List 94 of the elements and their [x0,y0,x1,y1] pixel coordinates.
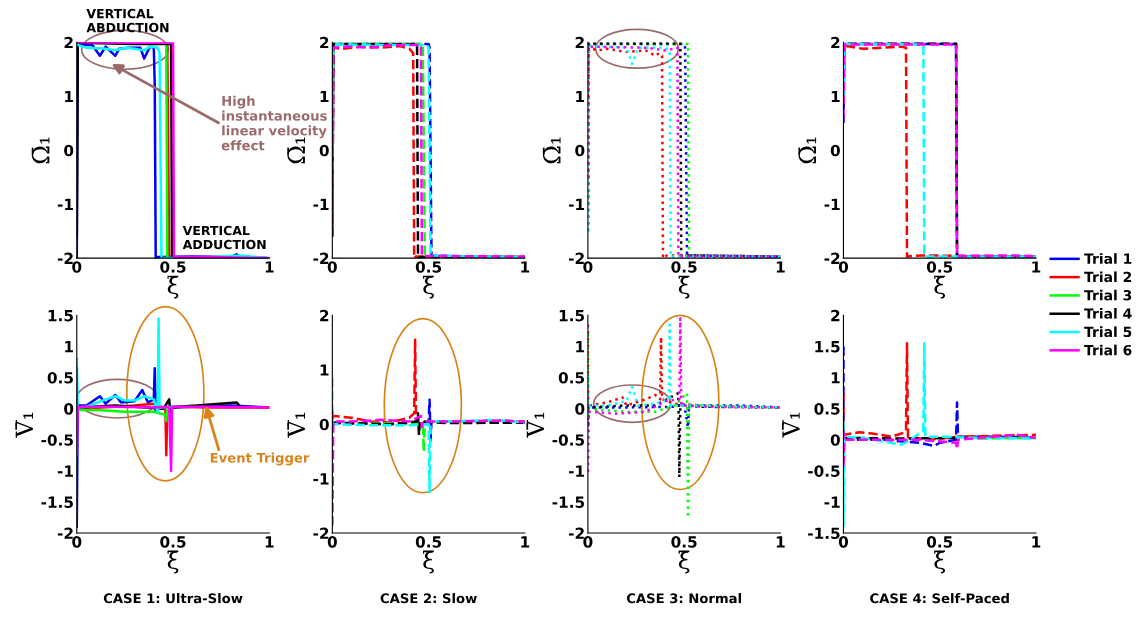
x-axis-title: ξ̄ [934,550,946,574]
y-axis-title: V̄₁ [15,412,33,438]
x-tick-label: 0.5 [160,536,186,548]
x-tick-label: 1 [521,536,530,548]
x-axis-title: ξ̄ [423,550,434,574]
y-tick-label: 0 [319,418,329,431]
y-tick-label: -2 [568,527,584,539]
legend-label: Trial 1 [1084,253,1132,264]
y-tick-label: 1 [831,372,840,384]
y-tick-label: -1 [824,496,840,508]
y-axis-title: Ω̄₁ [287,137,305,164]
y-tick-label: 1 [576,341,585,353]
y-tick-label: -1.5 [808,527,840,540]
y-tick-label: 0.5 [47,372,73,384]
y-axis-title: Ω̄₁ [31,137,50,164]
y-tick-label: -2 [313,527,329,539]
y-tick-label: 0.5 [814,403,840,415]
x-tick-label: 0.5 [926,261,953,273]
y-tick-label: -2 [568,252,584,264]
text: VERTICAL ABDUCTION [86,8,169,33]
y-tick-label: -0.5 [808,465,840,477]
y-tick-label: 1.5 [815,341,840,353]
x-tick-label: 1 [776,536,785,548]
y-tick-label: -1 [57,198,73,210]
y-tick-label: 2 [320,309,329,322]
x-tick-label: 1 [265,261,274,273]
y-tick-label: -1 [313,198,329,210]
text: CASE 1: Ultra-Slow [103,593,243,604]
legend-label: Trial 6 [1084,344,1132,356]
x-tick-label: 1 [265,536,274,548]
y-tick-label: 1 [65,341,73,353]
x-tick-label: 0.5 [671,261,697,273]
legend-label: Trial 4 [1084,308,1132,319]
legend-label: Trial 2 [1084,271,1132,283]
y-tick-label: 0 [575,144,585,157]
x-tick-label: 0.5 [671,536,697,548]
y-tick-label: -1 [568,465,585,477]
x-axis-title: ξ̄ [423,275,434,299]
annotation: VERTICAL ADDUCTION [182,225,266,250]
y-tick-label: -1 [313,473,329,485]
x-axis-title: ξ̄ [934,275,946,299]
x-axis-title: ξ̄ [167,275,179,299]
y-tick-label: 2 [320,36,329,49]
y-tick-label: 0 [64,403,74,415]
y-tick-label: -2 [57,527,73,539]
x-axis-title: ξ̄ [678,550,690,574]
y-tick-label: 0 [319,144,329,157]
y-tick-label: 1 [65,90,73,103]
y-tick-label: -2 [57,252,73,264]
y-tick-label: -2 [824,252,840,264]
text: CASE 3: Normal [626,593,741,604]
y-tick-label: 0 [64,144,74,157]
y-tick-label: -2 [313,252,329,264]
annotation: Event Trigger [210,452,310,466]
x-tick-label: 1 [521,261,530,273]
x-tick-label: 1 [1032,261,1041,273]
y-tick-label: -1.5 [552,496,585,508]
text: CASE 2: Slow [380,593,477,604]
y-tick-label: -1 [824,198,840,210]
x-tick-label: 0.5 [415,536,442,548]
x-tick-label: 1 [1032,536,1041,548]
y-tick-label: 1 [576,90,585,103]
y-tick-label: 0.5 [558,372,585,384]
y-tick-label: 1 [831,90,840,103]
y-tick-label: 0 [575,403,585,415]
y-tick-label: -1 [57,465,73,477]
y-tick-label: 1 [320,90,329,103]
y-tick-label: 1.5 [48,310,73,322]
y-tick-label: -1.5 [41,496,73,508]
y-axis-title: Ω̄₁ [798,137,817,164]
x-tick-label: 0.5 [415,261,442,273]
text: CASE 4: Self-Paced [870,593,1009,604]
y-tick-label: -1 [568,198,585,210]
y-tick-label: 2 [575,36,584,49]
y-axis-title: V̄₁ [526,412,545,438]
y-tick-label: 2 [831,309,840,322]
y-tick-label: -0.5 [41,434,73,446]
y-axis-title: V̄₁ [287,412,305,438]
x-axis-title: ξ̄ [167,550,179,574]
legend-label: Trial 3 [1084,289,1132,301]
y-tick-label: 2 [64,36,73,49]
x-tick-label: 1 [776,261,785,273]
y-tick-label: 1.5 [559,310,585,322]
x-tick-label: 0.5 [160,261,186,273]
y-tick-label: -0.5 [552,434,585,446]
y-tick-label: 1 [320,364,329,376]
y-tick-label: 0 [830,144,840,157]
y-axis-title: Ω̄₁ [542,137,561,164]
legend-label: Trial 5 [1084,326,1132,338]
x-axis-title: ξ̄ [678,275,690,299]
x-tick-label: 0.5 [926,536,953,548]
y-axis-title: V̄₁ [781,412,800,438]
y-tick-label: 0 [830,434,840,446]
y-tick-label: 2 [831,36,840,49]
